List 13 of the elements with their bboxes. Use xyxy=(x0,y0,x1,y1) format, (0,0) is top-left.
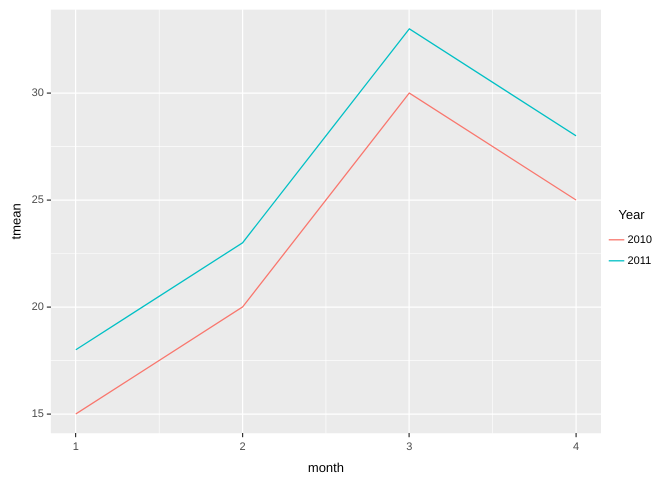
y-tick-label: 25 xyxy=(32,194,44,206)
y-tick-label: 30 xyxy=(32,87,44,100)
legend-label: 2011 xyxy=(628,254,652,267)
x-axis-title: month xyxy=(308,460,344,475)
legend-title: Year xyxy=(618,206,646,222)
x-tick-label: 1 xyxy=(72,440,79,453)
x-tick-label: 2 xyxy=(240,440,246,453)
x-tick-label: 4 xyxy=(572,440,580,453)
y-axis-title: tmean xyxy=(8,203,24,240)
x-tick-label: 3 xyxy=(406,440,412,453)
y-tick-label: 20 xyxy=(32,301,44,314)
y-tick-label: 15 xyxy=(32,408,44,420)
legend-label: 2010 xyxy=(628,234,652,246)
